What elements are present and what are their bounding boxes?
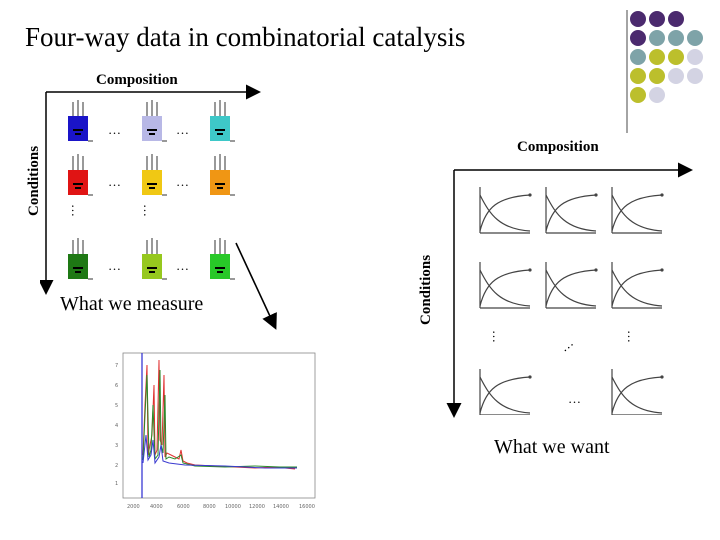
decorative-dot	[630, 49, 646, 65]
decorative-dot	[649, 87, 665, 103]
decorative-dot	[687, 30, 703, 46]
row2-ellipsis-1: …	[108, 174, 121, 189]
dot-grid	[630, 11, 703, 103]
decorative-dot	[668, 49, 684, 65]
left-axes	[40, 84, 261, 295]
decorative-dot	[649, 49, 665, 65]
kinetic-plot	[479, 187, 532, 234]
decorative-dot	[630, 87, 646, 103]
decorative-dot	[649, 30, 665, 46]
decorative-dot	[630, 30, 646, 46]
svg-text:12000: 12000	[249, 504, 265, 510]
left-composition-label: Composition	[96, 72, 178, 88]
decorative-dot	[687, 49, 703, 65]
kinetic-curve-grid	[479, 187, 664, 415]
decorative-dot-pattern	[626, 10, 703, 133]
svg-text:1: 1	[115, 481, 118, 487]
right-col3-vertical-ellipsis: …	[625, 330, 640, 343]
decorative-dot	[630, 11, 646, 27]
svg-text:4: 4	[115, 423, 118, 429]
decorative-dot	[649, 11, 665, 27]
svg-text:6000: 6000	[177, 504, 190, 510]
measured-spectrum-plot: 7 6 5 4 3 2 1 2000 4000 6000 8000 10000 12000 14…	[115, 352, 316, 510]
reactor-icon	[142, 154, 167, 196]
svg-text:8000: 8000	[203, 504, 216, 510]
right-composition-label: Composition	[517, 139, 599, 155]
diagonal-arrow	[235, 242, 277, 330]
right-col1-vertical-ellipsis: …	[490, 330, 505, 343]
row1-ellipsis-1: …	[108, 122, 121, 137]
reactor-icon	[210, 154, 235, 196]
svg-text:14000: 14000	[273, 504, 289, 510]
decorative-dot	[630, 68, 646, 84]
kinetic-plot	[479, 369, 532, 415]
decorative-dot	[668, 11, 684, 27]
slide-title: Four-way data in combinatorial catalysis	[25, 22, 466, 52]
kinetic-plot	[545, 187, 598, 234]
right-conditions-label: Conditions	[418, 254, 434, 325]
svg-text:6: 6	[115, 383, 118, 389]
col2-vertical-ellipsis: …	[141, 204, 156, 217]
svg-text:7: 7	[115, 363, 118, 369]
kinetic-plot	[611, 262, 664, 309]
kinetic-plot	[479, 262, 532, 309]
svg-text:3: 3	[115, 443, 118, 449]
row1-ellipsis-2: …	[176, 122, 189, 137]
what-we-want-caption: What we want	[494, 436, 610, 458]
svg-text:2000: 2000	[127, 504, 140, 510]
kinetic-plot	[611, 187, 664, 234]
what-we-measure-caption: What we measure	[60, 293, 204, 315]
decorative-dot	[668, 68, 684, 84]
row3-ellipsis-2: …	[176, 258, 189, 273]
col1-vertical-ellipsis: …	[69, 204, 84, 217]
row2-ellipsis-2: …	[176, 174, 189, 189]
reactor-icon	[142, 238, 167, 280]
reactor-grid	[68, 100, 235, 280]
decorative-dot	[668, 30, 684, 46]
reactor-icon	[68, 154, 93, 196]
svg-text:2: 2	[115, 463, 118, 469]
svg-text:10000: 10000	[225, 504, 241, 510]
svg-text:4000: 4000	[150, 504, 163, 510]
reactor-icon	[142, 100, 167, 142]
decorative-dot	[687, 68, 703, 84]
reactor-icon	[68, 100, 93, 142]
decorative-dot	[649, 68, 665, 84]
row3-ellipsis-1: …	[108, 258, 121, 273]
reactor-icon	[68, 238, 93, 280]
right-axes	[446, 162, 693, 418]
kinetic-plot	[611, 369, 664, 415]
svg-text:16000: 16000	[299, 504, 315, 510]
reactor-icon	[210, 238, 235, 280]
reactor-icon	[210, 100, 235, 142]
svg-text:5: 5	[115, 403, 118, 409]
kinetic-plot	[545, 262, 598, 309]
right-bottom-ellipsis: …	[568, 391, 581, 406]
